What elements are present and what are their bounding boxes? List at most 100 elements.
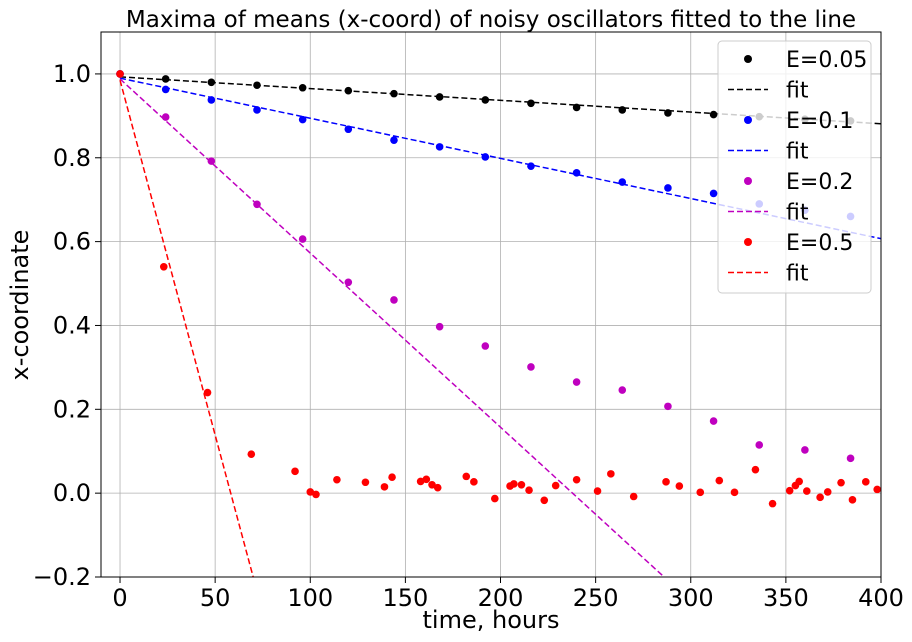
data-point-3 <box>768 499 777 508</box>
data-point-3 <box>525 486 533 495</box>
data-point-1 <box>572 169 581 177</box>
x-tick-label: 100 <box>287 584 333 612</box>
data-point-0 <box>618 106 627 114</box>
data-point-2 <box>846 454 855 463</box>
data-point-3 <box>715 476 724 485</box>
data-point-2 <box>801 446 809 454</box>
data-point-3 <box>837 478 845 487</box>
data-point-3 <box>803 487 811 495</box>
data-point-3 <box>462 472 471 481</box>
data-point-3 <box>510 480 518 488</box>
data-point-3 <box>388 473 396 482</box>
plot-area <box>116 70 881 577</box>
data-point-0 <box>253 81 261 90</box>
data-point-2 <box>161 113 170 121</box>
data-point-3 <box>433 483 442 492</box>
x-tick-label: 200 <box>478 584 524 612</box>
fit-line-3 <box>119 80 254 577</box>
axes: 0 50 100 150 200 250 300 350 400 −0.2 0.0 0.2 0.4 0.6… <box>33 31 904 612</box>
data-point-3 <box>540 496 549 505</box>
y-tick-label: 0.0 <box>53 479 91 507</box>
data-point-3 <box>607 470 615 478</box>
data-point-0 <box>161 75 170 83</box>
legend-label: fit <box>786 262 809 287</box>
data-point-3 <box>873 485 881 494</box>
data-point-1 <box>298 115 307 124</box>
data-point-2 <box>618 386 627 394</box>
data-point-1 <box>207 96 216 104</box>
x-tick-label: 350 <box>763 584 809 612</box>
legend-label: E=0.05 <box>786 48 867 73</box>
data-point-2 <box>481 342 490 350</box>
data-point-0 <box>207 78 216 87</box>
legend-marker <box>744 238 752 246</box>
data-point-0 <box>390 89 398 98</box>
data-point-3 <box>517 480 526 489</box>
x-tick-label: 250 <box>573 584 619 612</box>
x-tick-label: 300 <box>668 584 714 612</box>
chart-title: Maxima of means (x-coord) of noisy oscil… <box>126 7 856 33</box>
data-point-2 <box>664 402 672 411</box>
legend-label: E=0.1 <box>786 109 853 134</box>
data-point-2 <box>755 441 764 449</box>
y-tick-label: 1.0 <box>53 60 91 88</box>
data-point-0 <box>298 83 307 92</box>
data-point-3 <box>823 488 832 496</box>
data-point-3 <box>312 490 320 499</box>
data-point-1 <box>253 106 261 114</box>
data-point-3 <box>816 493 824 502</box>
data-point-3 <box>491 494 499 503</box>
legend-marker <box>744 116 752 124</box>
data-point-1 <box>161 85 170 94</box>
data-point-3 <box>795 477 803 486</box>
y-axis-label: x-coordinate <box>6 230 34 381</box>
data-point-1 <box>481 153 490 161</box>
legend-label: fit <box>786 140 809 165</box>
data-point-2 <box>527 363 535 371</box>
data-point-2 <box>253 200 261 209</box>
data-point-1 <box>618 178 627 186</box>
data-point-1 <box>390 136 398 144</box>
legend-marker <box>744 177 752 185</box>
data-point-2 <box>709 417 718 425</box>
data-point-3 <box>551 481 560 490</box>
data-point-3 <box>470 478 478 486</box>
data-point-3 <box>730 488 739 497</box>
legend-marker <box>744 55 752 63</box>
x-tick-label: 50 <box>200 584 231 612</box>
x-tick-label: 150 <box>382 584 428 612</box>
data-point-3 <box>203 388 212 397</box>
data-point-3 <box>361 478 370 487</box>
data-point-3 <box>662 478 670 486</box>
data-point-3 <box>306 488 315 496</box>
data-point-3 <box>333 475 341 484</box>
data-point-3 <box>696 488 705 497</box>
data-point-3 <box>116 70 124 78</box>
data-point-3 <box>572 475 581 484</box>
legend-label: E=0.5 <box>786 231 853 256</box>
y-tick-label: 0.8 <box>53 144 91 172</box>
legend: E=0.05 fit E=0.1 fit E=0.2 fit E=0.5 fit <box>717 40 872 294</box>
legend-label: E=0.2 <box>786 170 853 195</box>
fit-line-2 <box>119 78 665 577</box>
data-point-1 <box>527 162 535 170</box>
data-point-2 <box>298 235 307 243</box>
data-point-0 <box>709 110 718 119</box>
data-point-0 <box>664 109 672 117</box>
data-point-2 <box>390 296 398 304</box>
x-tick-label: 400 <box>858 584 904 612</box>
data-point-3 <box>291 467 299 476</box>
data-point-2 <box>435 322 444 331</box>
data-point-1 <box>435 143 444 151</box>
data-point-0 <box>435 93 444 101</box>
data-point-1 <box>664 184 672 192</box>
data-point-3 <box>629 492 638 501</box>
data-point-3 <box>861 478 870 486</box>
data-point-3 <box>416 477 425 486</box>
data-point-1 <box>344 125 353 134</box>
data-point-3 <box>785 486 794 495</box>
data-point-3 <box>848 496 857 504</box>
y-tick-label: 0.4 <box>53 311 91 339</box>
axes-frame <box>100 31 882 578</box>
